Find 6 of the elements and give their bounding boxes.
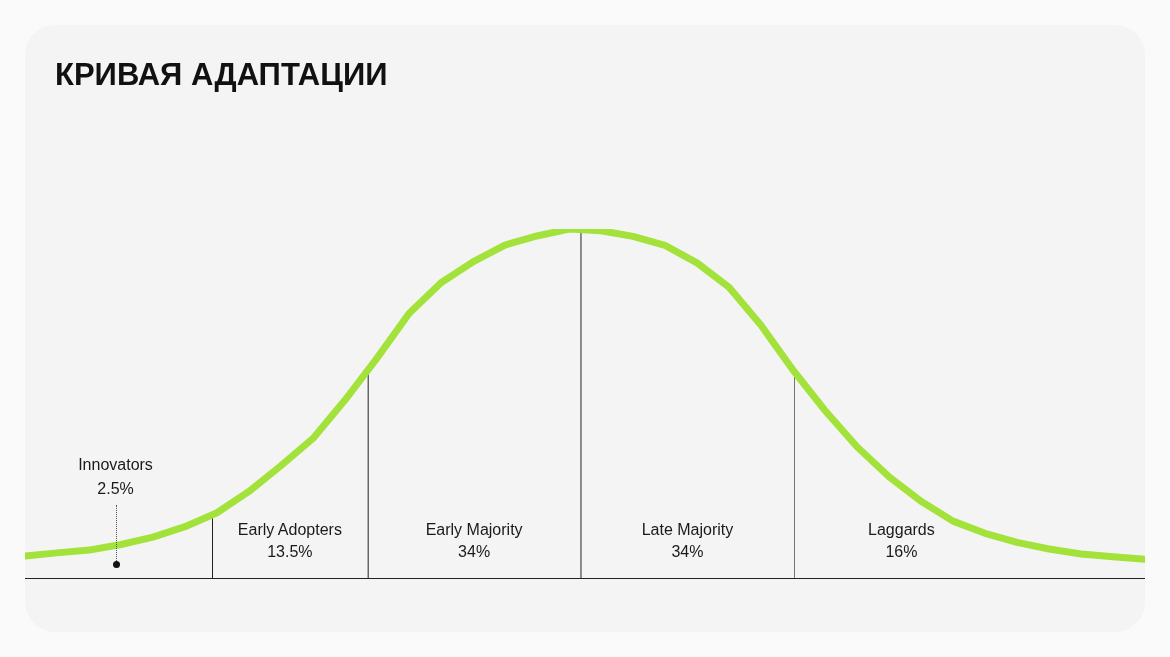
annotation: Early Majority 34% [425, 521, 523, 561]
annotation: Laggards 16% [868, 521, 935, 561]
annotation: Innovators 2.5% [78, 456, 153, 498]
annotation: Late Majority 34% [641, 521, 734, 561]
annotation: Early Adopters 13.5% [237, 521, 342, 561]
chart-title: КРИВАЯ АДАПТАЦИИ [55, 57, 388, 93]
